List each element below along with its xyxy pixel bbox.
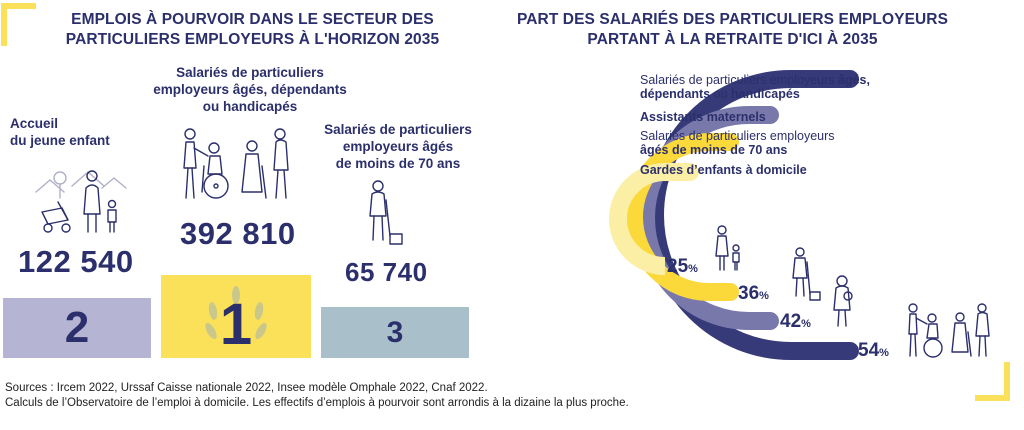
category-label-line: de moins de 70 ans: [335, 156, 461, 171]
category-label-childcare: Accueil du jeune enfant: [10, 115, 110, 149]
rank-block-2: 2: [3, 298, 151, 358]
rank-number-1: 1: [219, 292, 253, 357]
corner-accent-bottom-right: [975, 362, 1010, 401]
category-label-line: Salariés de particuliers: [176, 65, 324, 80]
legend-text: ou: [710, 87, 732, 101]
childcare-illustration-icon: [35, 170, 127, 233]
category-label-elderly-under-70: Salariés de particuliers employeurs âgés…: [313, 121, 483, 172]
sources-line2: Calculs de l’Observatoire de l’emploi à …: [5, 397, 629, 409]
legend-childminders: Assistants maternels: [640, 110, 766, 124]
pct-label-elderly-under-70: 36%: [738, 283, 769, 304]
rank-block-3: 3: [321, 307, 469, 358]
sources-note: Sources : Ircem 2022, Urssaf Caisse nati…: [5, 381, 629, 411]
legend-text-bold: Assistants maternels: [640, 110, 766, 124]
value-label-elderly-under-70: 65 740: [345, 257, 428, 287]
legend-text-bold: âgés,: [838, 73, 870, 87]
arc-childminders: [637, 106, 779, 330]
elderly-care-small-icon: [908, 303, 990, 358]
pct-label-elderly-dependent: 54%: [858, 340, 889, 361]
pct-label-childminders: 42%: [780, 311, 811, 332]
rank-number-2: 2: [64, 303, 90, 352]
legend-elderly-dependent: Salariés de particuliers employeurs âgés…: [640, 73, 870, 101]
category-label-line: ou handicapés: [202, 99, 298, 114]
category-label-elderly-dependent: Salariés de particuliers employeurs âgés…: [150, 64, 350, 115]
left-title-line2: PARTICULIERS EMPLOYEURS À L'HORIZON 2035: [65, 31, 440, 48]
rank-block-1: 1: [161, 275, 311, 358]
right-title: PART DES SALARIÉS DES PARTICULIERS EMPLO…: [505, 10, 960, 50]
right-title-line1: PART DES SALARIÉS DES PARTICULIERS EMPLO…: [516, 11, 949, 28]
category-label-line: Salariés de particuliers: [324, 122, 472, 137]
legend-text-bold: Gardes d’enfants à domicile: [640, 163, 807, 177]
left-title-line1: EMPLOIS À POURVOIR DANS LE SECTEUR DES: [71, 11, 434, 28]
legend-text: Salariés de particuliers employeurs: [640, 73, 839, 87]
legend-text-bold: handicapés: [731, 87, 800, 101]
arc-home-childcare: [609, 163, 699, 275]
category-label-line: du jeune enfant: [10, 133, 110, 148]
legend-home-childcare: Gardes d’enfants à domicile: [640, 163, 807, 177]
nanny-child-icon: [715, 225, 740, 271]
pct-label-home-childcare: 25%: [667, 256, 698, 277]
legend-text-bold: âgés de moins de 70 ans: [640, 143, 788, 157]
sources-line1: Sources : Ircem 2022, Urssaf Caisse nati…: [5, 382, 488, 394]
legend-elderly-under-70: Salariés de particuliers employeurs âgés…: [640, 129, 835, 157]
laurel-wreath-icon: [205, 286, 267, 340]
category-label-line: employeurs âgés, dépendants: [153, 82, 347, 97]
value-label-elderly-dependent: 392 810: [180, 216, 296, 251]
left-title: EMPLOIS À POURVOIR DANS LE SECTEUR DES P…: [40, 10, 465, 50]
value-label-childcare: 122 540: [18, 244, 134, 279]
childminder-baby-icon: [833, 275, 853, 327]
right-title-line2: PARTANT À LA RETRAITE D'ICI À 2035: [587, 31, 878, 48]
legend-text: Salariés de particuliers employeurs: [640, 129, 835, 143]
elderly-dependent-illustration-icon: [183, 128, 289, 199]
legend-text-bold: dépendants: [640, 87, 711, 101]
housekeeper-small-icon: [792, 247, 821, 301]
category-label-line: Accueil: [10, 116, 59, 131]
corner-accent-top-left: [1, 3, 36, 46]
housekeeper-illustration-icon: [369, 180, 403, 245]
arc-elderly-under-70: [625, 133, 739, 301]
rank-number-3: 3: [386, 315, 404, 349]
category-label-line: employeurs âgés: [342, 139, 454, 154]
